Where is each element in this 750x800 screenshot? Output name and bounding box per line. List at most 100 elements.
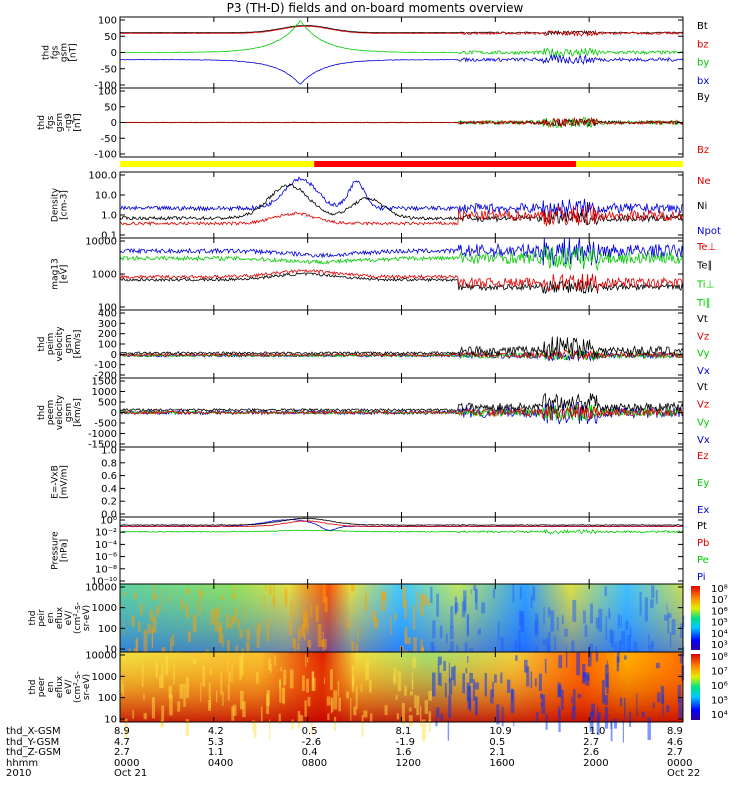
y-tick-label: 100: [98, 16, 117, 27]
y-axis-label-peim: thdpeimvelocitygsm[km/s]: [37, 326, 83, 362]
y-tick-label: 0.0: [101, 510, 117, 521]
y-axis-label-fgs_low: thdfgsgsm-rg9[nT]: [37, 113, 83, 132]
y-tick-label: 10000: [85, 583, 117, 594]
y-tick-label: 0.2: [101, 497, 117, 508]
colorbar-label: 10⁶: [711, 681, 728, 692]
footer-value: Oct 22: [667, 768, 701, 779]
series-line-pressure: [119, 520, 684, 528]
y-tick-label: -100: [94, 150, 117, 161]
orbit-footer: thd_X-GSM 8.9 4.2 0.5 8.1 10.9 11.0 8.9 thd_Y-GS…: [6, 726, 746, 780]
y-tick-label: 0: [111, 350, 117, 361]
y-tick-label: 0.4: [101, 484, 117, 495]
y-tick-label: 10⁻⁸: [95, 564, 117, 575]
footer-row: 2010 Oct 21 Oct 22: [6, 768, 746, 780]
series-line-peim: [119, 336, 684, 359]
y-tick-label: 100: [98, 693, 117, 704]
y-axis-label-temp: mag13[eV]: [51, 258, 70, 289]
legend-entry: Pe: [697, 555, 709, 566]
legend-entry: Vy: [697, 417, 710, 428]
panel-peer: 10⁸ 10⁷ 10⁶ 10⁵ 10⁴ 10000 1000 100 10 thdpeerenef…: [28, 651, 728, 743]
footer-value: 8.9: [114, 726, 130, 737]
legend-entry: By: [697, 92, 710, 103]
y-tick-label: 0: [111, 118, 117, 129]
y-tick-label: 1000: [92, 270, 117, 281]
y-axis-label-efield: E=-VxB[mV/m]: [51, 465, 70, 499]
y-tick-label: 10⁻⁴: [95, 540, 117, 551]
colorbar-label: 10⁴: [711, 629, 728, 640]
colorbar-peir: [691, 586, 700, 650]
y-tick-label: 10: [104, 645, 117, 656]
y-tick-label: 1000: [92, 672, 117, 683]
series-line-fgs: [119, 25, 684, 37]
colorbar-label: 10³: [711, 640, 728, 651]
colorbar-label: 10⁴: [711, 710, 728, 721]
footer-value: 8.9: [667, 726, 683, 737]
footer-row: thd_X-GSM 8.9 4.2 0.5 8.1 10.9 11.0 8.9: [6, 726, 746, 738]
legend-entry: Ti∥: [696, 298, 711, 309]
y-tick-label: 10⁰: [100, 516, 117, 527]
y-tick-label: 0: [111, 48, 117, 59]
panel-temp: 10000 1000 100 mag13[eV] Te⊥ Te∥ Ti⊥ Ti∥: [51, 237, 717, 314]
panel-density: 100.0 10.0 1.0 0.1 Density[cm-3] Ne Ni Npot: [51, 171, 721, 242]
series-line-peem: [119, 404, 684, 421]
legend-entry: Npot: [697, 226, 721, 237]
legend-entry: bx: [697, 76, 709, 87]
series-line-fgs: [119, 19, 684, 59]
y-tick-label: -1000: [88, 429, 117, 440]
colorbar-label: 10⁸: [711, 584, 728, 595]
colorbar-label: 10⁷: [711, 667, 728, 678]
y-axis-label-density: Density[cm-3]: [51, 187, 70, 222]
y-tick-label: 0.8: [101, 458, 117, 469]
y-tick-label: 0.6: [101, 471, 117, 482]
series-line-density: [119, 176, 684, 219]
footer-value: 0000: [667, 757, 693, 769]
series-line-density: [119, 183, 684, 226]
y-tick-label: 10⁻⁶: [95, 552, 117, 563]
legend-entry: Vt: [697, 314, 708, 325]
colorbar-label: 10⁵: [711, 696, 728, 707]
footer-value: 0.4: [301, 747, 318, 758]
footer-value: 4.6: [667, 736, 683, 748]
y-tick-label: -500: [94, 419, 117, 430]
colorbar-label: 10⁶: [711, 606, 728, 617]
footer-value: 2.7: [667, 747, 683, 758]
footer-value: 0400: [207, 757, 234, 769]
footer-value: -2.6: [301, 736, 322, 748]
series-line-pressure: [119, 517, 684, 526]
y-tick-label: 50: [104, 32, 117, 43]
footer-value: 1600: [489, 757, 515, 769]
footer-value: 11.0: [583, 726, 606, 737]
y-tick-label: 1.0: [101, 211, 117, 222]
y-tick-label: 0: [111, 408, 117, 419]
legend-entry: Ey: [697, 478, 709, 489]
mode-bar-segment: [120, 161, 315, 167]
y-axis-label-peir: thdpeirenefluxeV/(cm²-s-sr-eV): [28, 602, 92, 634]
mode-bar-segment: [576, 161, 683, 167]
legend-entry: Pt: [697, 521, 707, 532]
footer-row-label: thd_Z-GSM: [6, 747, 61, 758]
series-line-temp: [119, 245, 684, 272]
footer-value: 2.7: [114, 747, 130, 758]
legend-entry: Ex: [697, 505, 709, 516]
colorbar-label: 10⁵: [711, 618, 728, 629]
legend-entry: Pi: [697, 572, 706, 583]
footer-row-label: hhmm: [6, 757, 39, 769]
series-line-fgs: [119, 53, 684, 85]
y-tick-label: 100: [98, 87, 117, 98]
series-line-peim: [119, 349, 684, 361]
y-tick-label: 100: [98, 340, 117, 351]
legend-entry: Ti⊥: [696, 279, 714, 290]
y-tick-label: -100: [94, 360, 117, 371]
legend-entry: Vz: [697, 400, 709, 411]
y-tick-label: 10000: [85, 237, 117, 248]
y-tick-label: 500: [98, 398, 117, 409]
footer-value: 1.6: [395, 747, 412, 758]
panel-fgs_low: 100 50 0 -50 -100 thdfgsgsm-rg9[nT] By Bz: [37, 87, 710, 161]
y-tick-label: 1000: [92, 603, 117, 614]
y-axis-label-pressure: Pressure[nPa]: [51, 531, 70, 570]
footer-value: 0800: [301, 757, 328, 769]
y-tick-label: -50: [101, 64, 117, 75]
footer-value: 2.7: [583, 736, 600, 748]
y-tick-label: -1500: [88, 440, 117, 451]
